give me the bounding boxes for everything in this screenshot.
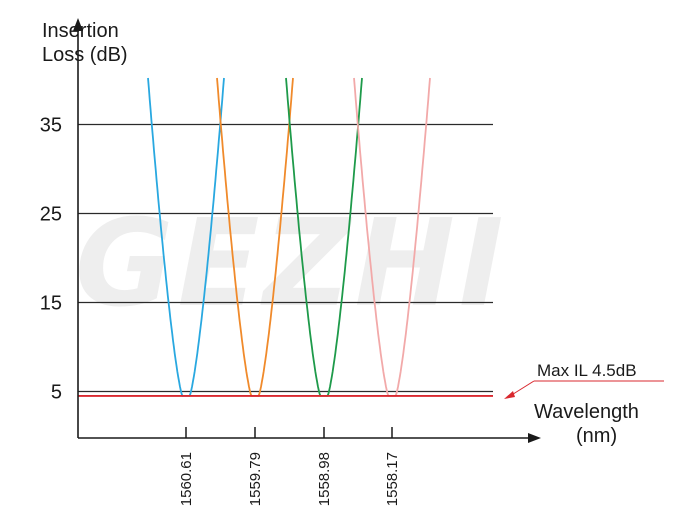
watermark: GEZHI (75, 195, 508, 334)
y-axis-title-line1: Insertion (42, 20, 119, 42)
x-axis-title-line2: (nm) (576, 425, 617, 447)
x-axis-title-line1: Wavelength (534, 401, 639, 423)
x-tick-label: 1558.17 (384, 452, 401, 506)
x-tick-label: 1559.79 (247, 452, 264, 506)
y-axis-title-line2: Loss (dB) (42, 44, 128, 66)
threshold-pointer-line (509, 380, 535, 397)
y-tick-label: 15 (40, 293, 62, 315)
x-tick-label: 1558.98 (316, 452, 333, 506)
axes (73, 18, 541, 443)
grid-lines (78, 123, 493, 393)
threshold-pointer-arrow (504, 391, 515, 399)
y-tick-label: 35 (40, 115, 62, 137)
y-tick-label: 25 (40, 204, 62, 226)
x-tick-labels: 1560.61 1559.79 1558.98 1558.17 (178, 427, 401, 506)
x-axis-arrow (528, 433, 541, 443)
threshold-label: Max IL 4.5dB (537, 361, 637, 380)
x-tick-label: 1560.61 (178, 452, 195, 506)
y-tick-labels: 5 15 25 35 (40, 115, 62, 404)
y-axis-arrow (73, 18, 83, 31)
threshold-annotation: Max IL 4.5dB (504, 361, 664, 399)
y-tick-label: 5 (51, 382, 62, 404)
